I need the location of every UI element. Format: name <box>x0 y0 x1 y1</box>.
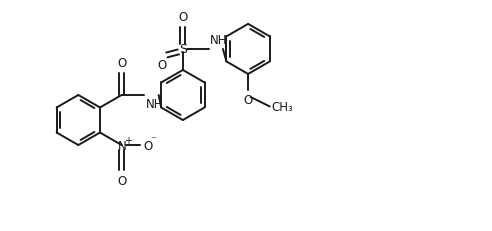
Text: S: S <box>179 43 187 56</box>
Text: O: O <box>117 174 126 187</box>
Text: N: N <box>118 140 126 152</box>
Text: O: O <box>143 139 153 152</box>
Text: ⁻: ⁻ <box>151 134 156 144</box>
Text: O: O <box>178 11 187 24</box>
Text: O: O <box>117 57 126 70</box>
Text: O: O <box>244 94 253 106</box>
Text: NH: NH <box>146 98 163 111</box>
Text: CH₃: CH₃ <box>272 100 294 113</box>
Text: O: O <box>157 59 166 72</box>
Text: NH: NH <box>210 34 227 47</box>
Text: +: + <box>124 135 132 145</box>
